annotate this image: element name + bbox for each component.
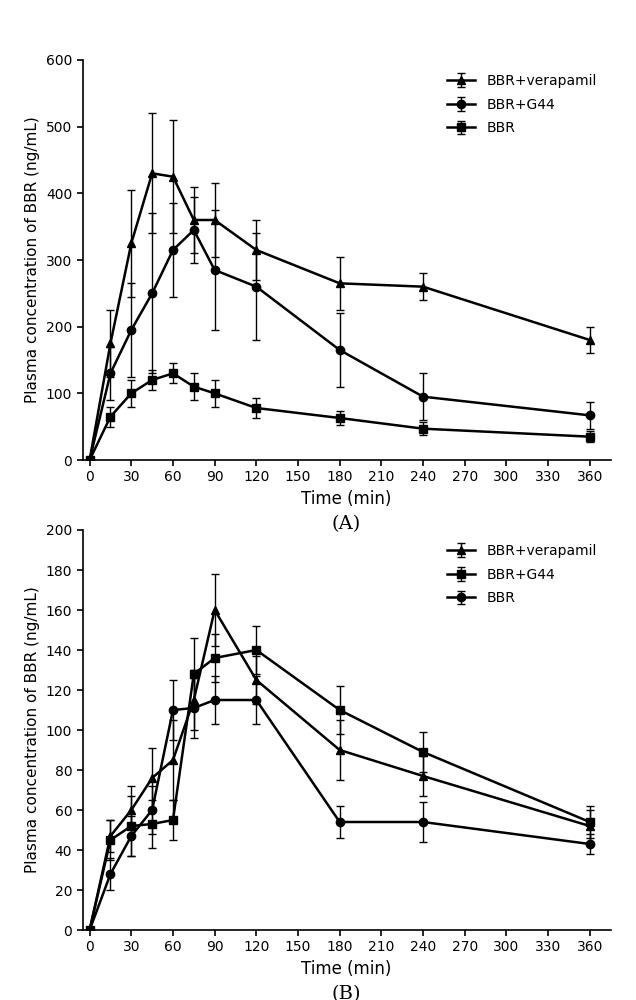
Legend: BBR+verapamil, BBR+G44, BBR: BBR+verapamil, BBR+G44, BBR [441, 537, 604, 612]
Y-axis label: Plasma concentration of BBR (ng/mL): Plasma concentration of BBR (ng/mL) [25, 587, 40, 873]
Text: (B): (B) [332, 985, 361, 1000]
Legend: BBR+verapamil, BBR+G44, BBR: BBR+verapamil, BBR+G44, BBR [441, 67, 604, 142]
X-axis label: Time (min): Time (min) [301, 960, 392, 978]
X-axis label: Time (min): Time (min) [301, 490, 392, 508]
Y-axis label: Plasma concentration of BBR (ng/mL): Plasma concentration of BBR (ng/mL) [25, 117, 40, 403]
Text: (A): (A) [332, 515, 361, 533]
